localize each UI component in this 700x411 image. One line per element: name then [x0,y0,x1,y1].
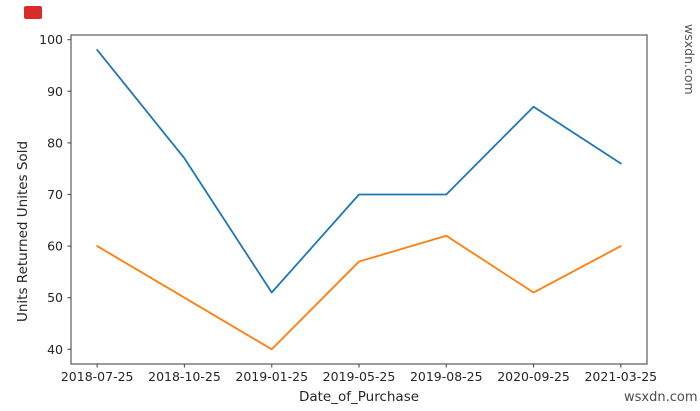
red-badge-icon [24,6,42,19]
y-axis-label: Units Returned Unites Sold [15,141,31,322]
x-tick-label: 2019-01-25 [235,369,308,384]
watermark-right-vertical: wsxdn.com [682,24,697,95]
y-tick-label: 90 [47,84,63,99]
y-tick-label: 100 [39,32,63,47]
series-line-unites-sold [96,49,622,294]
y-tick-label: 40 [47,342,63,357]
x-tick-label: 2018-07-25 [61,369,134,384]
series-line-units-returned [96,234,622,351]
y-tick-label: 50 [47,290,63,305]
x-tick-label: 2020-09-25 [497,369,570,384]
plot-border [70,34,648,365]
y-tick-label: 80 [47,135,63,150]
x-tick-label: 2019-08-25 [410,369,483,384]
y-tick-label: 60 [47,239,63,254]
x-tick-label: 2018-10-25 [148,369,221,384]
x-tick-label: 2021-03-25 [584,369,657,384]
x-tick-label: 2019-05-25 [323,369,396,384]
watermark-bottom-right: wsxdn.com [624,390,698,405]
y-tick-label: 70 [47,187,63,202]
x-axis-label: Date_of_Purchase [299,389,419,405]
